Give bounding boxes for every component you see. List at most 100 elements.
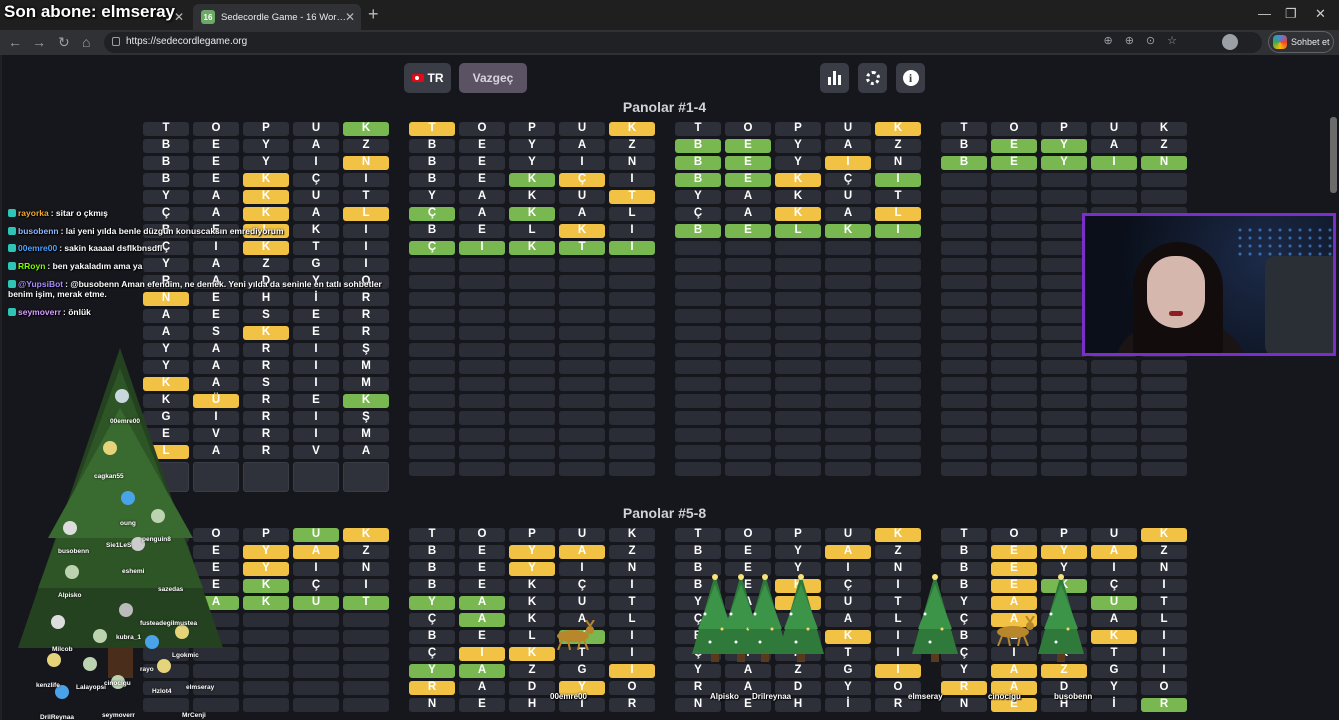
tile: O [193, 122, 239, 136]
tile [1091, 428, 1137, 442]
language-button[interactable]: TR [404, 63, 451, 93]
tile [193, 647, 239, 661]
tile [991, 190, 1037, 204]
chat-username[interactable]: seymoverr [18, 306, 62, 317]
close-tab-icon[interactable]: ✕ [344, 10, 355, 24]
tile: E [991, 545, 1037, 559]
tile: R [609, 698, 655, 712]
tab-inactive[interactable]: ✕ [0, 4, 190, 30]
tile [941, 445, 987, 459]
tile [409, 275, 455, 289]
reindeer-icon [997, 616, 1035, 646]
back-icon[interactable]: ← [8, 34, 22, 50]
tile: U [825, 528, 871, 542]
chat-username[interactable]: @YupsiBot [18, 278, 64, 289]
tile [991, 445, 1037, 459]
tile [1041, 275, 1087, 289]
tile: I [875, 173, 921, 187]
overlay-username: Drilreynaa [752, 692, 792, 701]
minimize-icon[interactable]: — [1258, 6, 1271, 21]
tile: R [143, 275, 189, 289]
copilot-chat-button[interactable]: Sohbet et [1268, 31, 1334, 53]
tile [559, 428, 605, 442]
tile: T [343, 596, 389, 610]
tile: A [459, 613, 505, 627]
tile: G [293, 258, 339, 272]
maximize-icon[interactable]: ❐ [1285, 6, 1297, 21]
copilot-icon [1273, 35, 1287, 49]
tile: A [193, 377, 239, 391]
chat-username[interactable]: busobenn [18, 225, 59, 236]
tile: Y [143, 343, 189, 357]
tile: K [343, 528, 389, 542]
tile: I [193, 411, 239, 425]
tile [1041, 258, 1087, 272]
tab-sedecordle[interactable]: 16 Sedecordle Game - 16 Words Wordle ✕ [193, 4, 361, 30]
give-up-button[interactable]: Vazgeç [459, 63, 527, 93]
tile: B [409, 545, 455, 559]
tile: Y [1041, 545, 1087, 559]
tile [1091, 377, 1137, 391]
tile: B [941, 562, 987, 576]
tile: R [875, 698, 921, 712]
address-bar: ← → ↻ ⌂ https://sedecordlegame.org ⊕⊕⊙☆ [0, 30, 1339, 55]
chat-badge-icon [8, 244, 16, 253]
tile [509, 275, 555, 289]
chat-text: : ben yakaladım ama ya [47, 260, 143, 271]
tile: K [875, 122, 921, 136]
tile [1041, 377, 1087, 391]
tile: Y [509, 545, 555, 559]
chat-username[interactable]: 00emre00 [18, 243, 58, 254]
tile: I [293, 562, 339, 576]
tile [293, 462, 339, 492]
tile [825, 394, 871, 408]
close-tab-icon[interactable]: ✕ [173, 10, 184, 24]
tile [459, 462, 505, 476]
chat-text: : önlük [63, 306, 91, 317]
forward-icon[interactable]: → [32, 34, 46, 50]
address-bar-icons[interactable]: ⊕⊕⊙☆ [1103, 35, 1189, 47]
tile: Ç [559, 173, 605, 187]
tile: A [459, 681, 505, 695]
tile: E [459, 630, 505, 644]
tile: D [509, 681, 555, 695]
reload-icon[interactable]: ↻ [58, 34, 70, 50]
profile-avatar[interactable] [1222, 34, 1238, 50]
chat-badge-icon [8, 307, 16, 316]
tile: U [559, 596, 605, 610]
tile: I [559, 156, 605, 170]
tile [409, 394, 455, 408]
tile: Y [143, 190, 189, 204]
tile [775, 394, 821, 408]
chat-username[interactable]: rayorka [18, 208, 49, 218]
close-window-icon[interactable]: ✕ [1315, 6, 1326, 21]
home-icon[interactable]: ⌂ [82, 34, 91, 50]
tile: Y [243, 139, 289, 153]
tile [459, 394, 505, 408]
tile: E [725, 139, 771, 153]
tile [725, 428, 771, 442]
tile [509, 292, 555, 306]
tile [941, 224, 987, 238]
settings-button[interactable] [858, 63, 887, 93]
tile [825, 258, 871, 272]
tile: B [941, 545, 987, 559]
tile: I [559, 562, 605, 576]
tile: E [991, 698, 1037, 712]
tile [725, 275, 771, 289]
info-button[interactable]: i [896, 63, 925, 93]
tile: Y [509, 562, 555, 576]
tile: Ş [343, 343, 389, 357]
tile [1041, 445, 1087, 459]
new-tab-icon[interactable]: + [368, 4, 379, 24]
tile [725, 241, 771, 255]
stats-button[interactable] [820, 63, 849, 93]
tile: Y [775, 562, 821, 576]
page-scrollbar[interactable] [1330, 117, 1337, 193]
tile: P [509, 528, 555, 542]
tile [509, 309, 555, 323]
tile [775, 343, 821, 357]
tile: N [875, 156, 921, 170]
chat-username[interactable]: RRoyn [18, 260, 46, 271]
url-field[interactable]: https://sedecordlegame.org [104, 32, 1262, 53]
